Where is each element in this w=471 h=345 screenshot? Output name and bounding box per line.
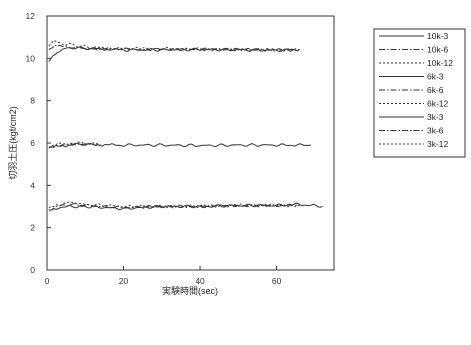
y-tick-label: 4 [30, 180, 35, 190]
legend-label: 3k-12 [427, 139, 449, 149]
legend-label: 3k-6 [427, 126, 444, 136]
y-axis: 0 2 4 6 8 10 12 [26, 11, 51, 275]
legend-label: 6k-12 [427, 99, 449, 109]
x-axis-label: 実験時間(sec) [162, 285, 218, 296]
y-tick-label: 6 [30, 138, 35, 148]
x-tick-label: 20 [119, 276, 129, 286]
y-tick-label: 12 [26, 11, 36, 21]
legend-label: 6k-6 [427, 85, 444, 95]
y-tick-label: 2 [30, 223, 35, 233]
x-tick-label: 0 [45, 276, 50, 286]
y-tick-label: 8 [30, 96, 35, 106]
x-tick-label: 40 [195, 276, 205, 286]
x-axis: 0 20 40 60 [45, 266, 282, 286]
y-axis-label: 切羽土圧(kgf/cm2) [7, 106, 18, 180]
y-tick-label: 10 [26, 53, 36, 63]
plot-area [46, 15, 335, 271]
legend: 10k-3 10k-6 10k-12 6k-3 6k-6 6k-12 3k-3 3k-6 3k-… [373, 28, 466, 158]
legend-label: 6k-3 [427, 72, 444, 82]
series-line-6k-12 [48, 141, 101, 149]
series-line-10k-6 [48, 44, 300, 52]
x-tick-label: 60 [272, 276, 282, 286]
series-line-10k-12 [48, 40, 300, 52]
series-line-6k-6 [48, 142, 101, 149]
legend-label: 10k-12 [427, 58, 453, 68]
series-layer [48, 40, 323, 211]
series-line-3k-12 [48, 201, 300, 209]
legend-box [373, 28, 466, 158]
y-tick-label: 0 [30, 265, 35, 275]
series-line-6k-3 [48, 142, 312, 148]
legend-label: 10k-3 [427, 31, 449, 41]
legend-label: 10k-6 [427, 45, 449, 55]
series-line-3k-6 [48, 202, 300, 211]
legend-label: 3k-3 [427, 112, 444, 122]
